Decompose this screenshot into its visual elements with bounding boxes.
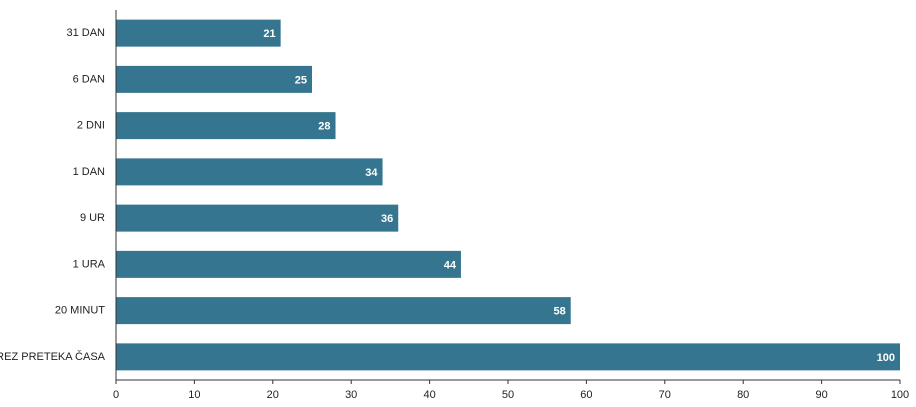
x-tick-label: 40 (423, 389, 435, 401)
x-tick-label: 80 (737, 389, 749, 401)
bar (116, 158, 383, 186)
value-label: 44 (444, 259, 457, 271)
value-label: 100 (877, 352, 895, 364)
y-tick-label: 2 DNI (77, 120, 105, 132)
x-tick-label: 20 (267, 389, 279, 401)
value-label: 36 (381, 213, 393, 225)
x-tick-label: 30 (345, 389, 357, 401)
value-label: 58 (553, 306, 565, 318)
bar (116, 204, 399, 232)
y-tick-label: BREZ PRETEKA ČASA (0, 350, 106, 363)
bar (116, 250, 461, 278)
bar (116, 297, 571, 325)
x-tick-label: 70 (659, 389, 671, 401)
value-label: 28 (318, 121, 330, 133)
x-tick-label: 100 (891, 389, 909, 401)
y-tick-label: 9 UR (80, 212, 105, 224)
value-label: 34 (365, 167, 378, 179)
x-tick-label: 0 (113, 389, 119, 401)
x-tick-label: 10 (188, 389, 200, 401)
bar (116, 19, 281, 47)
x-tick-label: 50 (502, 389, 514, 401)
value-label: 25 (295, 74, 307, 86)
bar (116, 112, 336, 140)
y-tick-label: 20 MINUT (55, 305, 105, 317)
bar (116, 343, 900, 371)
x-tick-label: 90 (815, 389, 827, 401)
y-tick-label: 1 DAN (73, 166, 105, 178)
y-tick-label: 1 URA (73, 258, 106, 270)
bar (116, 65, 312, 93)
y-tick-label: 31 DAN (66, 27, 105, 39)
y-tick-label: 6 DAN (73, 73, 105, 85)
x-tick-label: 60 (580, 389, 592, 401)
value-label: 21 (263, 28, 275, 40)
